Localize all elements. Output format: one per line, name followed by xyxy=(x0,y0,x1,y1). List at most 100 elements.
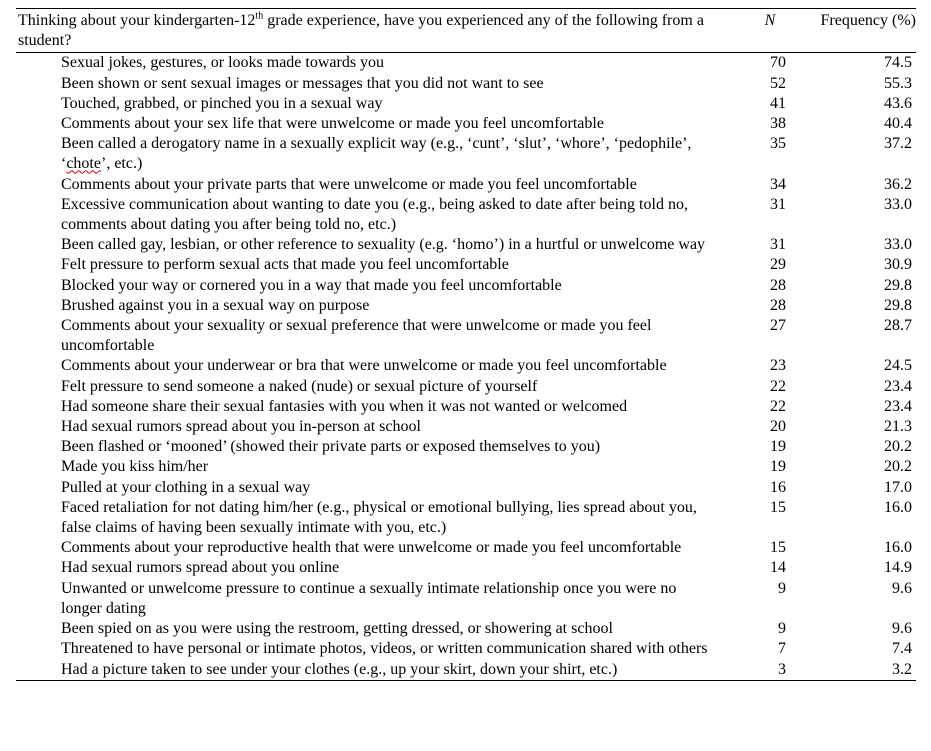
item-label: Comments about your sex life that were u… xyxy=(61,115,604,133)
table-row: Felt pressure to send someone a naked (n… xyxy=(16,377,916,397)
n-value: 9 xyxy=(778,620,786,638)
n-value: 19 xyxy=(770,458,786,476)
item-label: Been flashed or ‘mooned’ (showed their p… xyxy=(61,438,601,456)
frequency-value: 74.5 xyxy=(884,54,912,72)
n-value: 9 xyxy=(778,579,786,597)
item-label: Brushed against you in a sexual way on p… xyxy=(61,296,370,314)
item-label: Been called gay, lesbian, or other refer… xyxy=(61,236,706,254)
question-text-2: grade experience, have you experienced a… xyxy=(18,12,704,50)
frequency-value: 36.2 xyxy=(884,175,912,193)
item-label: Been spied on as you were using the rest… xyxy=(61,620,613,638)
frequency-value: 17.0 xyxy=(884,478,912,496)
item-label: Comments about your underwear or bra tha… xyxy=(61,357,667,375)
item-label: Touched, grabbed, or pinched you in a se… xyxy=(61,94,383,112)
n-value: 41 xyxy=(770,94,786,112)
n-value: 15 xyxy=(770,498,786,516)
table-row: Comments about your sex life that were u… xyxy=(16,114,916,134)
table-row: Been spied on as you were using the rest… xyxy=(16,619,916,639)
n-value: 3 xyxy=(778,660,786,678)
n-value: 38 xyxy=(770,115,786,133)
item-label: Had someone share their sexual fantasies… xyxy=(61,397,628,415)
n-value: 31 xyxy=(770,236,786,254)
n-value: 19 xyxy=(770,438,786,456)
item-label: Excessive communication about wanting to… xyxy=(61,195,688,234)
frequency-value: 21.3 xyxy=(884,418,912,436)
item-label: Made you kiss him/her xyxy=(61,458,209,476)
item-label: Faced retaliation for not dating him/her… xyxy=(61,498,697,537)
table-row: Pulled at your clothing in a sexual way 1… xyxy=(16,478,916,498)
frequency-value: 3.2 xyxy=(892,660,912,678)
table-row: Been called gay, lesbian, or other refer… xyxy=(16,235,916,255)
frequency-value: 9.6 xyxy=(892,579,912,597)
item-label: Had sexual rumors spread about you onlin… xyxy=(61,559,340,577)
frequency-value: 16.0 xyxy=(884,498,912,516)
header-row: Thinking about your kindergarten-12th gr… xyxy=(16,9,916,53)
table-row: Excessive communication about wanting to… xyxy=(16,195,916,235)
table-row: Been called a derogatory name in a sexua… xyxy=(16,134,916,174)
n-value: 52 xyxy=(770,74,786,92)
n-value: 70 xyxy=(770,54,786,72)
table-row: Had someone share their sexual fantasies… xyxy=(16,397,916,417)
frequency-value: 20.2 xyxy=(884,458,912,476)
item-text: ’, etc.) xyxy=(100,155,143,173)
table-row: Had sexual rumors spread about you in-pe… xyxy=(16,417,916,437)
question-superscript: th xyxy=(255,10,264,22)
table-row: Blocked your way or cornered you in a wa… xyxy=(16,276,916,296)
table-row: Had sexual rumors spread about you onlin… xyxy=(16,558,916,578)
frequency-value: 40.4 xyxy=(884,115,912,133)
table-row: Unwanted or unwelcome pressure to contin… xyxy=(16,579,916,619)
n-value: 15 xyxy=(770,539,786,557)
frequency-value: 33.0 xyxy=(884,195,912,213)
frequency-value: 30.9 xyxy=(884,256,912,274)
frequency-value: 23.4 xyxy=(884,397,912,415)
n-value: 31 xyxy=(770,195,786,213)
frequency-value: 16.0 xyxy=(884,539,912,557)
frequency-value: 43.6 xyxy=(884,94,912,112)
table-row: Been shown or sent sexual images or mess… xyxy=(16,74,916,94)
item-label: Been shown or sent sexual images or mess… xyxy=(61,74,544,92)
frequency-value: 29.8 xyxy=(884,296,912,314)
item-text: Been called a derogatory name in a sexua… xyxy=(61,135,692,173)
item-label: Threatened to have personal or intimate … xyxy=(61,640,708,658)
n-value: 20 xyxy=(770,418,786,436)
n-value: 7 xyxy=(778,640,786,658)
frequency-value: 28.7 xyxy=(884,317,912,335)
n-header: N xyxy=(764,12,776,29)
frequency-header: Frequency (%) xyxy=(820,12,916,29)
item-label: Felt pressure to send someone a naked (n… xyxy=(61,377,538,395)
n-value: 14 xyxy=(770,559,786,577)
n-value: 23 xyxy=(770,357,786,375)
table-row: Comments about your reproductive health … xyxy=(16,538,916,558)
table-row: Sexual jokes, gestures, or looks made to… xyxy=(16,53,916,74)
table-row: Brushed against you in a sexual way on p… xyxy=(16,296,916,316)
item-label: Comments about your reproductive health … xyxy=(61,539,682,557)
table-row: Touched, grabbed, or pinched you in a se… xyxy=(16,94,916,114)
table-row: Felt pressure to perform sexual acts tha… xyxy=(16,255,916,275)
table-row: Comments about your sexuality or sexual … xyxy=(16,316,916,356)
spellcheck-word: chote xyxy=(66,155,101,173)
table-row: Faced retaliation for not dating him/her… xyxy=(16,498,916,538)
table-row: Been flashed or ‘mooned’ (showed their p… xyxy=(16,437,916,457)
item-label: Comments about your private parts that w… xyxy=(61,175,637,193)
item-label: Felt pressure to perform sexual acts tha… xyxy=(61,256,509,274)
n-value: 22 xyxy=(770,397,786,415)
table-row: Had a picture taken to see under your cl… xyxy=(16,660,916,681)
frequency-value: 55.3 xyxy=(884,74,912,92)
n-value: 28 xyxy=(770,296,786,314)
n-value: 35 xyxy=(770,135,786,153)
item-label: Had sexual rumors spread about you in-pe… xyxy=(61,418,421,436)
item-label: Sexual jokes, gestures, or looks made to… xyxy=(61,54,385,72)
question-header: Thinking about your kindergarten-12th gr… xyxy=(16,9,740,53)
item-label: Unwanted or unwelcome pressure to contin… xyxy=(61,579,677,617)
n-value: 27 xyxy=(770,317,786,335)
frequency-value: 9.6 xyxy=(892,620,912,638)
table-body: Sexual jokes, gestures, or looks made to… xyxy=(16,53,916,681)
item-label: Blocked your way or cornered you in a wa… xyxy=(61,276,562,294)
n-value: 34 xyxy=(770,175,786,193)
table-row: Comments about your private parts that w… xyxy=(16,175,916,195)
n-value: 29 xyxy=(770,256,786,274)
n-value: 16 xyxy=(770,478,786,496)
n-value: 22 xyxy=(770,377,786,395)
frequency-value: 29.8 xyxy=(884,276,912,294)
question-text-1: Thinking about your kindergarten-12 xyxy=(18,12,256,29)
